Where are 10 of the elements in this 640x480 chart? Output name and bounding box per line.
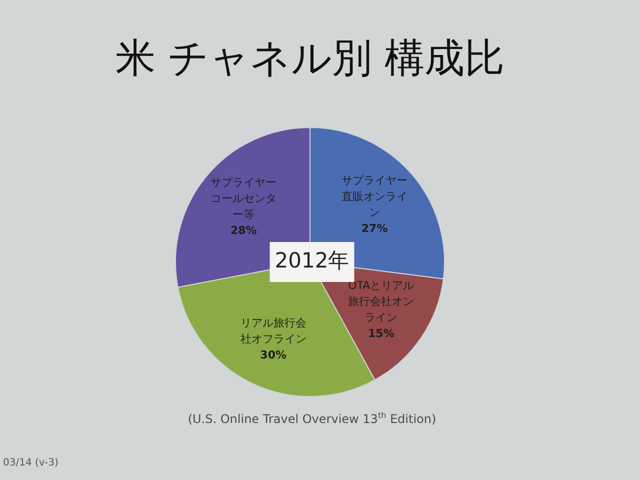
slice-label: サプライヤーコールセンター等	[210, 176, 277, 221]
data-label: 27%	[361, 222, 388, 235]
data-label: 28%	[230, 224, 257, 237]
text: 2012年	[274, 248, 350, 272]
data-label: 30%	[260, 348, 287, 362]
chart-title: 米 チャネル別 構成比	[115, 35, 505, 82]
slice-label: リアル旅行会社オフライン	[240, 316, 306, 346]
slice-label: サプライヤー直販オンライン	[342, 174, 408, 219]
text: 03/14 (v-3)	[3, 458, 59, 469]
data-label: 15%	[368, 327, 394, 340]
